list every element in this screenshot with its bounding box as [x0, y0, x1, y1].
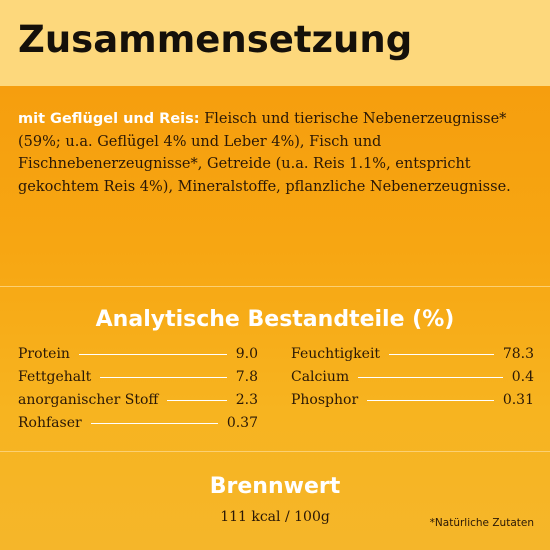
- analysis-title: Analytische Bestandteile (%): [95, 307, 455, 332]
- composition-lead: mit Geflügel und Reis:: [18, 111, 200, 127]
- analysis-column-left: Protein 9.0 Fettgehalt 7.8 anorganischer…: [18, 346, 258, 438]
- section-divider-top: [0, 286, 550, 287]
- analysis-value: 7.8: [235, 369, 258, 385]
- analysis-label: Protein: [18, 346, 70, 362]
- analysis-label: Fettgehalt: [18, 369, 92, 385]
- title-band: Zusammensetzung: [0, 0, 550, 86]
- leader-line: [100, 377, 227, 378]
- analysis-label: Rohfaser: [18, 415, 82, 431]
- analysis-row-phosphorus: Phosphor 0.31: [291, 392, 534, 415]
- leader-line: [367, 400, 494, 401]
- leader-line: [167, 400, 227, 401]
- analysis-label: Calcium: [291, 369, 350, 385]
- analysis-row-fibre: Rohfaser 0.37: [18, 415, 258, 438]
- analysis-column-right: Feuchtigkeit 78.3 Calcium 0.4 Phosphor 0…: [291, 346, 534, 415]
- leader-line: [78, 354, 227, 355]
- analysis-row-calcium: Calcium 0.4: [291, 369, 534, 392]
- analysis-label: anorganischer Stoff: [18, 392, 159, 408]
- composition-text: Fleisch und tierische Nebenerzeugnisse* …: [18, 111, 511, 195]
- section-divider-bottom: [0, 451, 550, 452]
- analysis-row-ash: anorganischer Stoff 2.3: [18, 392, 258, 415]
- page-title: Zusammensetzung: [18, 18, 413, 61]
- energy-value: 111 kcal / 100g: [220, 509, 330, 525]
- composition-paragraph: mit Geflügel und Reis: Fleisch und tieri…: [18, 108, 534, 198]
- analysis-label: Feuchtigkeit: [291, 346, 381, 362]
- leader-line: [90, 423, 218, 424]
- analysis-value: 0.37: [226, 415, 258, 431]
- analysis-row-moisture: Feuchtigkeit 78.3: [291, 346, 534, 369]
- analysis-row-fat: Fettgehalt 7.8: [18, 369, 258, 392]
- analysis-value: 0.4: [511, 369, 534, 385]
- energy-title: Brennwert: [209, 474, 341, 499]
- leader-line: [389, 354, 494, 355]
- footnote: *Natürliche Zutaten: [429, 517, 534, 529]
- analysis-label: Phosphor: [291, 392, 359, 408]
- analysis-value: 9.0: [235, 346, 258, 362]
- analysis-value: 2.3: [235, 392, 258, 408]
- analysis-value: 0.31: [502, 392, 534, 408]
- analysis-value: 78.3: [502, 346, 534, 362]
- leader-line: [358, 377, 503, 378]
- analysis-row-protein: Protein 9.0: [18, 346, 258, 369]
